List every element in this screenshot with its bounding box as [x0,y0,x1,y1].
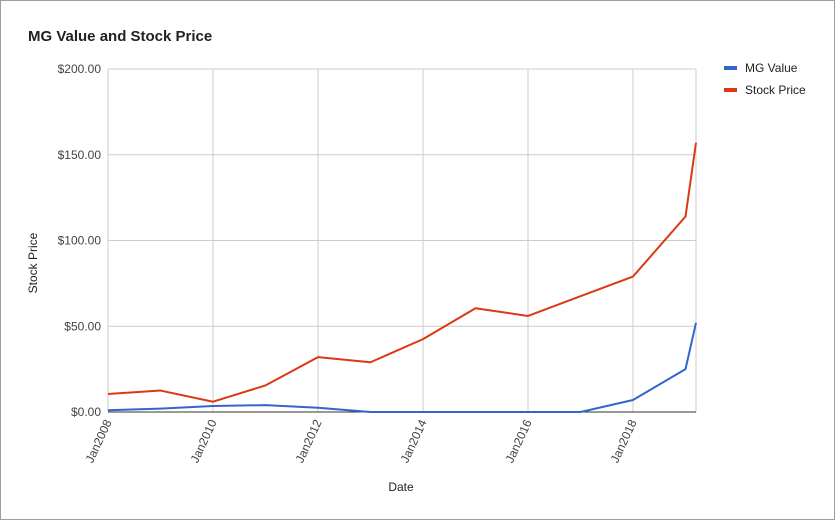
x-tick-label: Jan2016 [503,417,535,465]
chart-title: MG Value and Stock Price [28,28,213,45]
legend-swatch-stock-price [724,88,737,92]
x-tick-label: Jan2008 [83,417,115,465]
gridlines [107,68,697,412]
legend: MG Value Stock Price [724,61,806,97]
y-tick-label: $0.00 [71,405,101,419]
x-axis-title: Date [388,480,414,494]
series-line-mg-value [107,322,697,413]
y-tick-label: $50.00 [64,319,101,333]
x-tick-label: Jan2014 [398,417,430,465]
y-axis-title: Stock Price [26,232,40,293]
y-tick-label: $200.00 [58,62,102,76]
x-tick-label: Jan2010 [188,417,220,465]
series-line-stock-price [107,142,697,403]
legend-label-mg-value: MG Value [745,61,798,75]
x-tick-label: Jan2012 [293,417,325,465]
y-tick-label: $100.00 [58,234,102,248]
legend-label-stock-price: Stock Price [745,83,806,97]
x-tick-label: Jan2018 [608,417,640,465]
y-tick-label: $150.00 [58,148,102,162]
legend-swatch-mg-value [724,66,737,70]
series-lines [107,142,697,413]
axes: $0.00 $50.00 $100.00 $150.00 $200.00 Jan2008 J… [58,62,696,465]
